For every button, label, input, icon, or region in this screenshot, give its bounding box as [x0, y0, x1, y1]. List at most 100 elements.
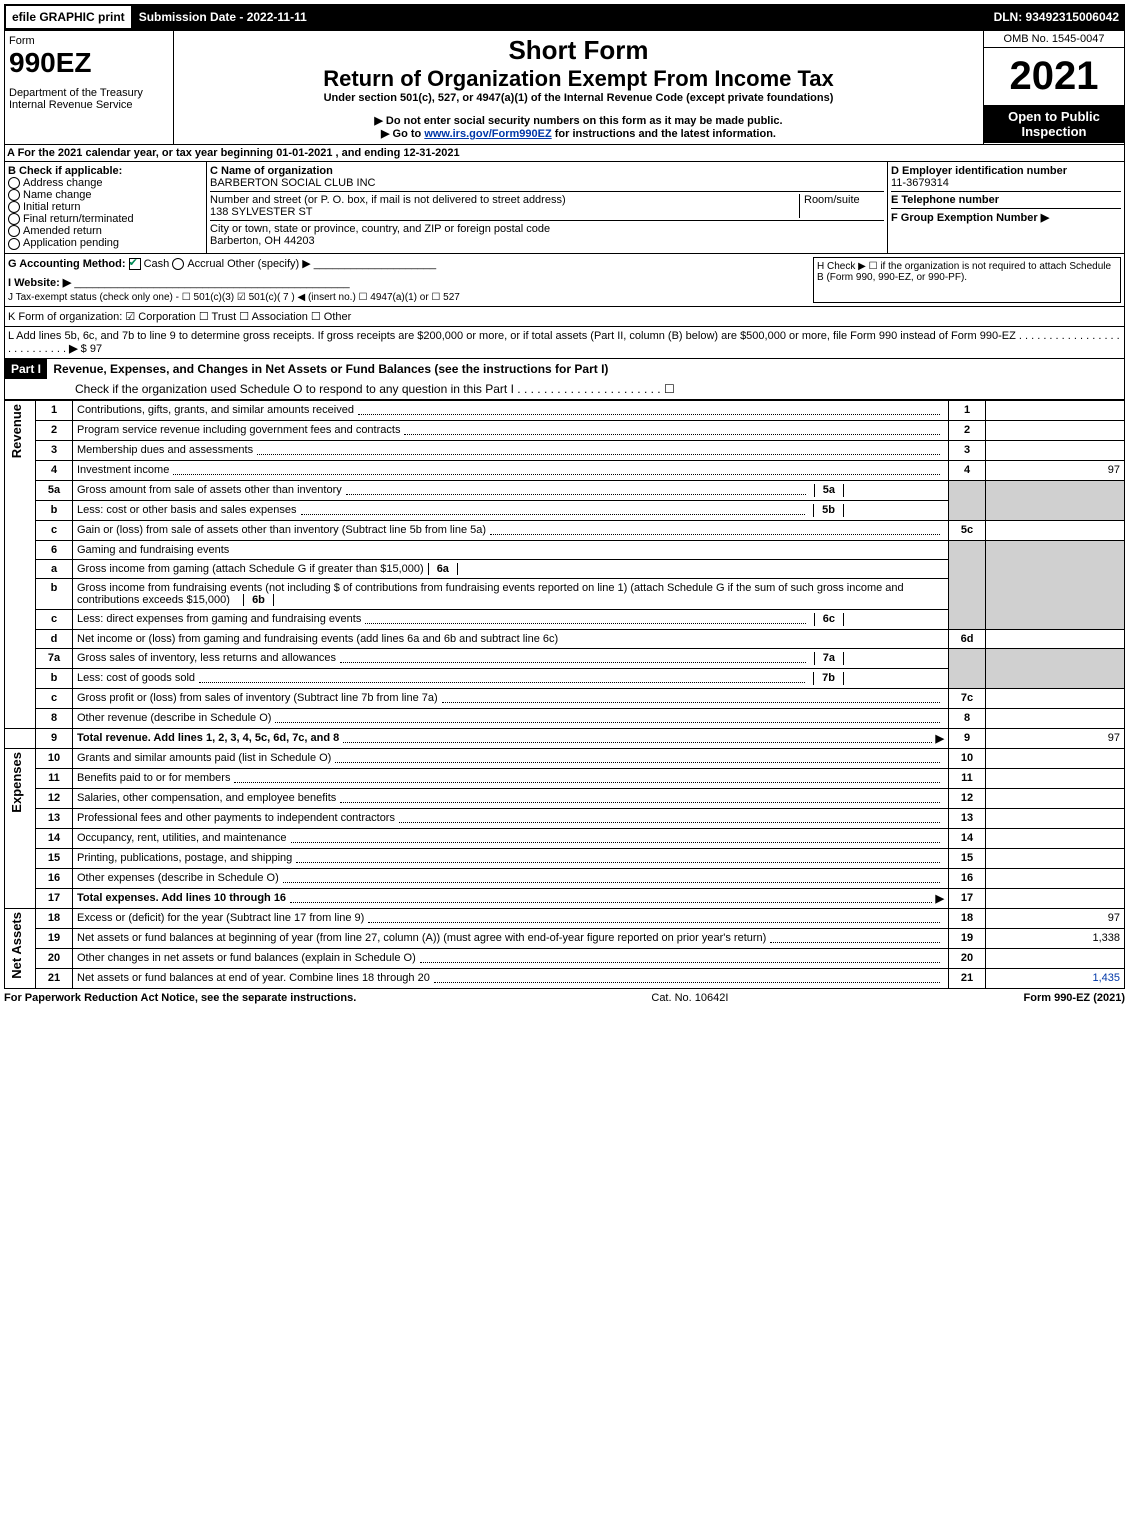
b-header: B Check if applicable:: [8, 165, 122, 177]
row8-val: [986, 708, 1125, 728]
row21-text: Net assets or fund balances at end of ye…: [77, 972, 430, 985]
goto-post: for instructions and the latest informat…: [552, 128, 776, 140]
row2-val: [986, 420, 1125, 440]
row14-val: [986, 828, 1125, 848]
row1-num: 1: [949, 400, 986, 420]
g-label: G Accounting Method:: [8, 258, 126, 270]
row18-val: 97: [986, 908, 1125, 928]
footer-mid: Cat. No. 10642I: [356, 992, 1023, 1004]
row19-val: 1,338: [986, 928, 1125, 948]
l-arrow: ▶: [69, 343, 77, 355]
row13-val: [986, 808, 1125, 828]
row1-val: [986, 400, 1125, 420]
row6d-val: [986, 629, 1125, 648]
goto-line: ▶ Go to www.irs.gov/Form990EZ for instru…: [178, 127, 979, 140]
irs-link[interactable]: www.irs.gov/Form990EZ: [424, 128, 551, 140]
row9-val: 97: [986, 728, 1125, 748]
ein-value: 11-3679314: [891, 177, 949, 189]
l-value: $ 97: [81, 343, 102, 355]
row7b-text: Less: cost of goods sold: [77, 672, 195, 685]
l-text: L Add lines 5b, 6c, and 7b to line 9 to …: [8, 330, 1016, 342]
room-label: Room/suite: [799, 194, 884, 218]
part1-label: Part I: [5, 359, 47, 379]
row16-text: Other expenses (describe in Schedule O): [77, 872, 279, 885]
row7c-num: 7c: [949, 688, 986, 708]
row5c-text: Gain or (loss) from sale of assets other…: [77, 524, 486, 537]
opt-initial: Initial return: [23, 201, 80, 213]
row14-text: Occupancy, rent, utilities, and maintena…: [77, 832, 287, 845]
row4-val: 97: [986, 460, 1125, 480]
goto-pre: ▶ Go to: [381, 128, 424, 140]
e-phone-label: E Telephone number: [891, 191, 1121, 206]
row5c-num: 5c: [949, 520, 986, 540]
section-a: A For the 2021 calendar year, or tax yea…: [4, 145, 1125, 162]
opt-name: Name change: [23, 189, 92, 201]
address-change-checkbox[interactable]: [8, 177, 20, 189]
row2-num: 2: [949, 420, 986, 440]
ssn-warning: ▶ Do not enter social security numbers o…: [178, 114, 979, 127]
row9-text: Total revenue. Add lines 1, 2, 3, 4, 5c,…: [77, 732, 339, 745]
main-title: Return of Organization Exempt From Incom…: [178, 66, 979, 92]
row6d-num: 6d: [949, 629, 986, 648]
row6a-inner: 6a: [428, 563, 458, 575]
section-b: B Check if applicable: Address change Na…: [5, 162, 207, 253]
row7c-text: Gross profit or (loss) from sales of inv…: [77, 692, 438, 705]
row18-text: Excess or (deficit) for the year (Subtra…: [77, 912, 364, 925]
k-org-form: K Form of organization: ☑ Corporation ☐ …: [4, 307, 1125, 327]
row5a-text: Gross amount from sale of assets other t…: [77, 484, 342, 497]
row5b-text: Less: cost or other basis and sales expe…: [77, 504, 297, 517]
final-return-checkbox[interactable]: [8, 213, 20, 225]
f-arrow: ▶: [1041, 212, 1049, 224]
row11-text: Benefits paid to or for members: [77, 772, 230, 785]
row5b-inner: 5b: [813, 504, 844, 517]
row16-val: [986, 868, 1125, 888]
row11-val: [986, 768, 1125, 788]
row6c-inner: 6c: [814, 613, 844, 626]
row19-text: Net assets or fund balances at beginning…: [77, 932, 766, 945]
name-change-checkbox[interactable]: [8, 189, 20, 201]
amended-return-checkbox[interactable]: [8, 225, 20, 237]
row10-num: 10: [949, 748, 986, 768]
street-value: 138 SYLVESTER ST: [210, 206, 313, 218]
part1-checkbox[interactable]: ☐: [664, 382, 675, 396]
row21-num: 21: [949, 968, 986, 988]
initial-return-checkbox[interactable]: [8, 201, 20, 213]
row7a-text: Gross sales of inventory, less returns a…: [77, 652, 336, 665]
row5a-inner: 5a: [814, 484, 844, 497]
other-label: Other (specify) ▶: [227, 258, 311, 270]
accrual-checkbox[interactable]: [172, 258, 184, 270]
application-pending-checkbox[interactable]: [8, 238, 20, 250]
row2-text: Program service revenue including govern…: [77, 424, 400, 437]
org-name: BARBERTON SOCIAL CLUB INC: [210, 177, 375, 189]
dept-label: Department of the Treasury: [9, 87, 169, 99]
cash-checkbox[interactable]: [129, 258, 141, 270]
part1-check-text: Check if the organization used Schedule …: [75, 382, 514, 396]
row6b-text: Gross income from fundraising events (no…: [77, 582, 904, 606]
submission-date: Submission Date - 2022-11-11: [133, 6, 313, 28]
row1-text: Contributions, gifts, grants, and simila…: [77, 404, 354, 417]
row10-val: [986, 748, 1125, 768]
row9-num: 9: [949, 728, 986, 748]
row8-text: Other revenue (describe in Schedule O): [77, 712, 271, 725]
row15-val: [986, 848, 1125, 868]
revenue-side-label: Revenue: [9, 404, 24, 458]
form-number: 990EZ: [9, 47, 169, 79]
row15-text: Printing, publications, postage, and shi…: [77, 852, 292, 865]
row17-val: [986, 888, 1125, 908]
part1-header: Part I Revenue, Expenses, and Changes in…: [4, 359, 1125, 400]
opt-pending: Application pending: [23, 237, 119, 249]
row4-num: 4: [949, 460, 986, 480]
row20-num: 20: [949, 948, 986, 968]
street-label: Number and street (or P. O. box, if mail…: [210, 194, 566, 206]
under-section: Under section 501(c), 527, or 4947(a)(1)…: [178, 92, 979, 104]
row17-text: Total expenses. Add lines 10 through 16: [77, 892, 286, 905]
omb-number: OMB No. 1545-0047: [984, 31, 1124, 48]
row18-num: 18: [949, 908, 986, 928]
section-gh: G Accounting Method: Cash Accrual Other …: [4, 254, 1125, 307]
c-name-label: C Name of organization: [210, 165, 333, 177]
row3-num: 3: [949, 440, 986, 460]
row6b-inner: 6b: [243, 594, 274, 606]
accrual-label: Accrual: [187, 258, 224, 270]
footer-left: For Paperwork Reduction Act Notice, see …: [4, 992, 356, 1004]
netassets-side-label: Net Assets: [9, 912, 24, 979]
